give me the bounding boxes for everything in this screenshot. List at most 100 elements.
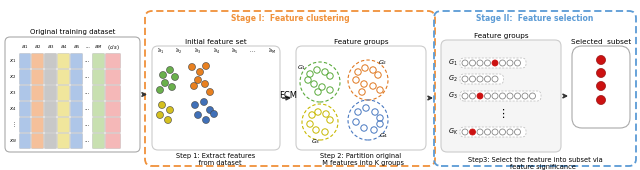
FancyBboxPatch shape <box>58 133 70 149</box>
Circle shape <box>507 93 513 99</box>
Text: $x_1$: $x_1$ <box>10 57 17 65</box>
FancyBboxPatch shape <box>106 53 120 69</box>
FancyBboxPatch shape <box>58 85 70 101</box>
Circle shape <box>596 55 605 64</box>
Text: $G_3$: $G_3$ <box>448 91 458 101</box>
Text: Stage I:  Feature clustering: Stage I: Feature clustering <box>230 14 349 23</box>
Circle shape <box>462 93 468 99</box>
Text: ...: ... <box>85 139 90 143</box>
Text: Selected  subset: Selected subset <box>571 39 631 45</box>
FancyBboxPatch shape <box>31 85 44 101</box>
Text: ...: ... <box>85 74 90 80</box>
Text: $a_2$: $a_2$ <box>34 43 41 51</box>
FancyBboxPatch shape <box>92 53 104 69</box>
Text: $a_M$: $a_M$ <box>94 43 102 51</box>
Text: ...: ... <box>85 90 90 96</box>
Text: Stage II:  Feature selection: Stage II: Feature selection <box>476 14 594 23</box>
Text: $\hat{a}_4$: $\hat{a}_4$ <box>212 46 220 56</box>
Text: Step 1: Extract features
    from dataset: Step 1: Extract features from dataset <box>177 153 255 166</box>
FancyBboxPatch shape <box>19 101 31 117</box>
Circle shape <box>195 112 202 118</box>
Text: $\hat{a}_M$: $\hat{a}_M$ <box>268 46 276 56</box>
FancyBboxPatch shape <box>460 127 526 137</box>
FancyBboxPatch shape <box>70 53 83 69</box>
Circle shape <box>202 116 209 123</box>
Circle shape <box>462 76 468 82</box>
Circle shape <box>522 93 528 99</box>
FancyBboxPatch shape <box>19 133 31 149</box>
Text: $x_3$: $x_3$ <box>10 89 17 97</box>
Circle shape <box>492 93 498 99</box>
Circle shape <box>207 89 214 96</box>
Text: ...: ... <box>85 123 90 128</box>
Circle shape <box>462 129 468 135</box>
Circle shape <box>470 129 476 135</box>
Circle shape <box>477 93 483 99</box>
Circle shape <box>159 72 166 79</box>
Circle shape <box>157 87 163 94</box>
Circle shape <box>202 63 209 70</box>
Circle shape <box>477 129 483 135</box>
Text: $(cls)$: $(cls)$ <box>107 42 120 52</box>
FancyBboxPatch shape <box>58 69 70 85</box>
FancyBboxPatch shape <box>106 117 120 133</box>
FancyBboxPatch shape <box>5 37 140 152</box>
Text: $G_2$: $G_2$ <box>378 58 388 67</box>
Circle shape <box>492 76 498 82</box>
Text: Original training dataset: Original training dataset <box>30 29 115 35</box>
Text: $a_5$: $a_5$ <box>73 43 80 51</box>
FancyBboxPatch shape <box>296 46 426 150</box>
Circle shape <box>499 129 506 135</box>
FancyBboxPatch shape <box>460 74 504 84</box>
Circle shape <box>470 76 476 82</box>
FancyBboxPatch shape <box>106 101 120 117</box>
FancyBboxPatch shape <box>31 53 44 69</box>
Circle shape <box>507 129 513 135</box>
FancyBboxPatch shape <box>70 85 83 101</box>
Circle shape <box>484 76 490 82</box>
FancyBboxPatch shape <box>92 117 104 133</box>
FancyBboxPatch shape <box>460 91 541 101</box>
Circle shape <box>492 60 498 66</box>
Circle shape <box>168 83 175 90</box>
Circle shape <box>596 81 605 90</box>
FancyBboxPatch shape <box>572 46 630 128</box>
FancyBboxPatch shape <box>44 53 56 69</box>
Text: $G_4$: $G_4$ <box>380 132 388 140</box>
Text: $\hat{a}_2$: $\hat{a}_2$ <box>175 46 182 56</box>
Circle shape <box>484 60 490 66</box>
Circle shape <box>477 76 483 82</box>
Circle shape <box>484 129 490 135</box>
Circle shape <box>164 116 172 123</box>
Circle shape <box>499 60 506 66</box>
FancyBboxPatch shape <box>92 69 104 85</box>
FancyBboxPatch shape <box>58 53 70 69</box>
Text: $a_1$: $a_1$ <box>21 43 29 51</box>
Text: $G_1$: $G_1$ <box>448 58 458 68</box>
Circle shape <box>470 60 476 66</box>
Text: ...: ... <box>85 45 90 49</box>
Circle shape <box>596 69 605 78</box>
Text: $G_1$: $G_1$ <box>298 64 307 72</box>
Circle shape <box>462 60 468 66</box>
Circle shape <box>196 69 204 75</box>
Circle shape <box>515 60 520 66</box>
FancyBboxPatch shape <box>44 133 56 149</box>
FancyBboxPatch shape <box>19 69 31 85</box>
FancyBboxPatch shape <box>44 101 56 117</box>
Text: Feature groups: Feature groups <box>333 39 388 45</box>
Circle shape <box>166 106 173 114</box>
Text: $...$: $...$ <box>250 48 257 54</box>
FancyBboxPatch shape <box>70 101 83 117</box>
Text: $G_K$: $G_K$ <box>448 127 458 137</box>
FancyBboxPatch shape <box>70 69 83 85</box>
FancyBboxPatch shape <box>19 53 31 69</box>
Text: $\vdots$: $\vdots$ <box>10 121 15 129</box>
FancyBboxPatch shape <box>70 133 83 149</box>
FancyBboxPatch shape <box>58 101 70 117</box>
Circle shape <box>191 101 198 108</box>
Circle shape <box>172 73 179 81</box>
Circle shape <box>515 93 520 99</box>
FancyBboxPatch shape <box>92 85 104 101</box>
Circle shape <box>191 82 198 89</box>
